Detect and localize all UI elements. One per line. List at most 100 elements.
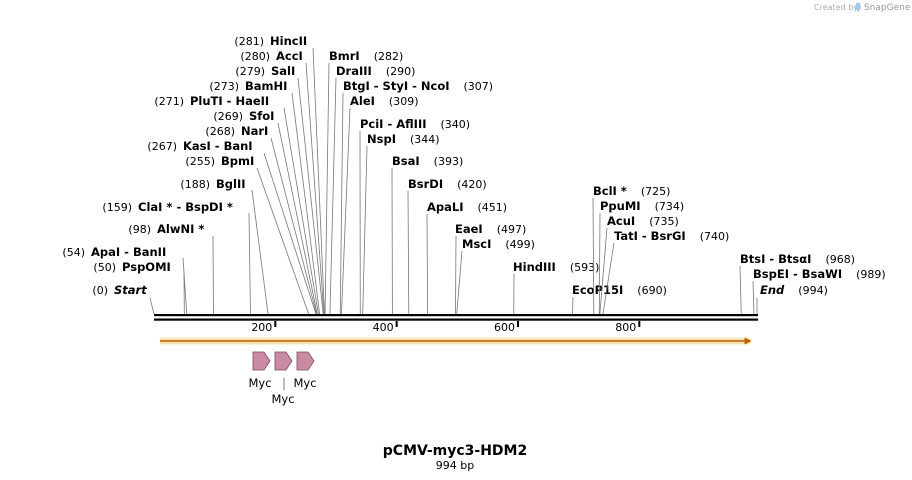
site-bglii[interactable]: (188) BglII [180, 177, 269, 315]
site-start[interactable]: (0) Start [92, 283, 155, 315]
site-name[interactable]: BamHI [245, 79, 287, 93]
site-name[interactable]: BtgI - StyI - NcoI [343, 79, 450, 93]
site-msci[interactable]: MscI (499) [456, 237, 535, 315]
site-name[interactable]: MscI [462, 237, 491, 251]
site-leader-line [283, 107, 319, 315]
site-leader-line [263, 152, 317, 315]
site-name[interactable]: EaeI [455, 222, 483, 236]
site-tati[interactable]: TatI - BsrGI (740) [602, 229, 729, 315]
site-sali[interactable]: (279) SalI [235, 64, 324, 315]
site-alwni[interactable]: (98) AlwNI * [128, 222, 214, 315]
site-name[interactable]: BclI * [593, 184, 627, 198]
site-btsi[interactable]: BtsI - BtsαI (968) [739, 252, 855, 315]
site-bamhi[interactable]: (273) BamHI [209, 79, 321, 315]
site-name[interactable]: BspEI - BsaWI [753, 267, 842, 281]
site-apai[interactable]: (54) ApaI - BanII [62, 245, 188, 315]
site-name[interactable]: AlwNI * [157, 222, 204, 236]
site-name[interactable]: PluTI - HaeII [190, 94, 269, 108]
site-name[interactable]: TatI - BsrGI [614, 229, 686, 243]
site-name[interactable]: Start [114, 283, 147, 297]
site-name[interactable]: NarI [241, 124, 268, 138]
myc-label: Myc [293, 376, 316, 390]
site-ppumi[interactable]: PpuMI (734) [598, 199, 685, 315]
site-btgi[interactable]: BtgI - StyI - NcoI (307) [339, 79, 494, 315]
site-pspomi[interactable]: (50) PspOMI [93, 260, 185, 315]
site-position: (307) [464, 80, 494, 93]
site-position: (267) [147, 140, 177, 153]
site-eaei[interactable]: EaeI (497) [455, 222, 526, 315]
ruler-tick-label: 600 [494, 321, 515, 334]
site-acci[interactable]: (280) AccI [240, 49, 325, 315]
site-leader-line [339, 92, 344, 315]
site-bmri[interactable]: BmrI (282) [324, 49, 404, 315]
site-leader-line [598, 212, 601, 315]
site-leader-line [251, 189, 269, 315]
site-position: (282) [374, 50, 404, 63]
site-bsrdi[interactable]: BsrDI (420) [407, 177, 487, 315]
myc-feature[interactable]: Myc [248, 351, 272, 390]
site-nari[interactable]: (268) NarI [205, 124, 317, 315]
site-name[interactable]: ApaLI [427, 200, 464, 214]
site-name[interactable]: BpmI [221, 154, 254, 168]
site-ecop15i[interactable]: EcoP15I (690) [572, 283, 667, 315]
site-apali[interactable]: ApaLI (451) [426, 200, 508, 315]
site-name[interactable]: PspOMI [122, 260, 171, 274]
site-alei[interactable]: AleI (309) [341, 94, 419, 315]
site-bsai[interactable]: BsaI (393) [391, 154, 463, 315]
myc-arrow-icon [296, 351, 315, 371]
site-pluti[interactable]: (271) PluTI - HaeII [154, 94, 319, 315]
site-name[interactable]: HincII [270, 34, 307, 48]
site-name[interactable]: AcuI [607, 214, 635, 228]
site-leader-line [599, 227, 608, 315]
site-name[interactable]: NspI [367, 132, 396, 146]
site-name[interactable]: KasI - BanI [183, 139, 253, 153]
site-name[interactable]: BmrI [329, 49, 360, 63]
site-name[interactable]: DraIII [336, 64, 372, 78]
site-name[interactable]: SalI [271, 64, 295, 78]
site-hindiii[interactable]: HindIII (593) [513, 260, 599, 315]
plasmid-length: 994 bp [436, 459, 474, 472]
site-name[interactable]: AleI [350, 94, 375, 108]
site-draiii[interactable]: DraIII (290) [329, 64, 415, 315]
site-name[interactable]: EcoP15I [572, 283, 623, 297]
myc-feature[interactable]: Myc [271, 351, 295, 406]
site-name[interactable]: End [760, 283, 785, 297]
site-leader-line [149, 297, 155, 315]
ruler-tick-label: 800 [615, 321, 636, 334]
site-name[interactable]: BsaI [392, 154, 420, 168]
site-leader-line [456, 250, 463, 315]
site-leader-line [426, 213, 428, 315]
site-position: (281) [234, 35, 264, 48]
site-nspi[interactable]: NspI (344) [362, 132, 440, 315]
site-pcii[interactable]: PciI - AflIII (340) [359, 117, 470, 315]
site-name[interactable]: PciI - AflIII [360, 117, 427, 131]
site-leader-line [739, 265, 742, 315]
site-kasi[interactable]: (267) KasI - BanI [147, 139, 317, 315]
site-leader-line [256, 167, 310, 315]
site-bpmi[interactable]: (255) BpmI [185, 154, 310, 315]
orf-feature[interactable] [159, 337, 752, 345]
site-acui[interactable]: AcuI (735) [599, 214, 679, 315]
site-clai[interactable]: (159) ClaI * - BspDI * [102, 200, 251, 315]
site-name[interactable]: AccI [276, 49, 303, 63]
site-name[interactable]: BtsI - BtsαI [740, 252, 811, 266]
site-position: (725) [641, 185, 671, 198]
site-position: (734) [655, 200, 685, 213]
site-name[interactable]: SfoI [249, 109, 274, 123]
site-name[interactable]: ClaI * - BspDI * [138, 200, 233, 214]
site-name[interactable]: HindIII [513, 260, 556, 274]
myc-feature[interactable]: Myc [293, 351, 317, 390]
site-name[interactable]: PpuMI [600, 199, 641, 213]
site-position: (420) [457, 178, 487, 191]
site-name[interactable]: ApaI - BanII [91, 245, 166, 259]
site-position: (451) [478, 201, 508, 214]
snapgene-credit: Created by SnapGene [814, 3, 911, 13]
site-name[interactable]: BsrDI [408, 177, 443, 191]
site-end[interactable]: End (994) [756, 283, 828, 314]
myc-label: Myc [248, 376, 271, 390]
site-bcli[interactable]: BclI * (725) [592, 184, 671, 315]
site-sfoi[interactable]: (269) SfoI [213, 109, 318, 315]
site-hincii[interactable]: (281) HincII [234, 34, 325, 315]
site-name[interactable]: BglII [216, 177, 246, 191]
site-bspei[interactable]: BspEI - BsaWI (989) [752, 267, 886, 315]
